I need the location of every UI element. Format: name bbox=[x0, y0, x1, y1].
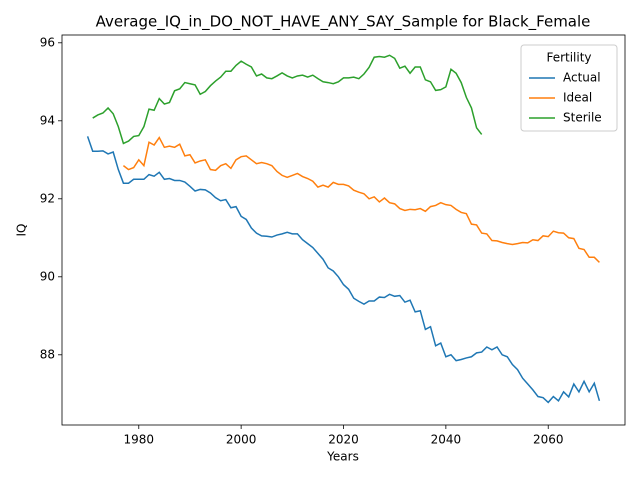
x-tick-label: 2060 bbox=[533, 433, 564, 447]
y-tick-label: 96 bbox=[40, 35, 55, 49]
series-line bbox=[122, 136, 600, 263]
y-tick-label: 92 bbox=[40, 191, 55, 205]
y-tick-label: 88 bbox=[40, 347, 55, 361]
legend-label: Sterile bbox=[563, 111, 602, 125]
series-line bbox=[92, 54, 483, 145]
series-line bbox=[86, 136, 601, 404]
legend-label: Ideal bbox=[563, 91, 592, 105]
y-tick-label: 90 bbox=[40, 269, 55, 283]
plot-frame bbox=[61, 34, 626, 426]
legend-label: Actual bbox=[563, 71, 601, 85]
x-tick-label: 2020 bbox=[328, 433, 359, 447]
y-axis-label: IQ bbox=[15, 224, 29, 237]
x-tick-label: 1980 bbox=[123, 433, 154, 447]
x-tick-label: 2000 bbox=[226, 433, 257, 447]
legend: Fertility Actual Ideal Sterile bbox=[520, 44, 618, 132]
y-tick-label: 94 bbox=[40, 113, 55, 127]
chart-title: Average_IQ_in_DO_NOT_HAVE_ANY_SAY_Sample… bbox=[96, 13, 591, 32]
x-axis-label: Years bbox=[326, 450, 359, 464]
x-tick-label: 2040 bbox=[431, 433, 462, 447]
legend-box bbox=[520, 44, 618, 132]
legend-title: Fertility bbox=[546, 51, 591, 65]
